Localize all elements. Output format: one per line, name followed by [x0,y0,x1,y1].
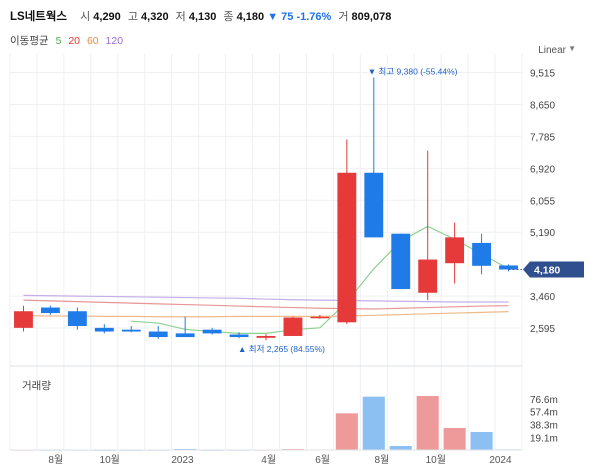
low-label: 저 [175,11,186,23]
quote-header: LS네트웍스 시 4,290 고 4,320 저 4,130 종 4,180 ▼… [10,8,391,26]
price-tick-label: 3,460 [530,292,555,303]
time-tick-label: 10월 [426,454,446,466]
low-price: 4,130 [188,11,217,23]
ma-5-label: 5 [55,35,62,47]
volume-bar [174,448,197,450]
time-tick-label: 10월 [100,454,120,466]
current-price-tag [523,261,584,278]
open-label: 시 [80,11,91,23]
ma-120-label: 120 [105,35,124,47]
candle-body [175,333,195,338]
volume-value: 809,078 [351,11,392,23]
time-tick-label: 8월 [374,454,389,466]
ma-60-label: 60 [86,35,99,47]
candle-body [229,334,249,338]
candle-body [40,307,60,314]
volume-bar [389,446,412,450]
high-annotation: ▼ 최고 9,380 (-55.44%) [368,67,458,77]
volume-tick-label: 57.4m [530,408,558,419]
scale-toggle[interactable]: Linear [538,45,566,56]
low-annotation: ▲ 최저 2,265 (84.55%) [238,344,325,354]
candle-body [310,316,330,319]
volume-label: 거 [338,11,349,23]
price-tick-label: 7,785 [530,132,555,143]
moving-average-legend[interactable]: 이동평균 5 20 60 120 [10,33,123,48]
candle-body [337,172,357,323]
time-tick-label: 2023 [171,455,194,466]
time-tick-label: 4월 [261,454,276,466]
candle-body [202,329,222,334]
candle-body [472,242,492,266]
time-tick-label: 8월 [48,454,63,466]
close-price: 4,180 [236,11,265,23]
high-price: 4,320 [141,11,169,23]
candle-body [256,335,276,338]
price-tick-label: 2,595 [530,324,555,335]
price-tick-label: 6,055 [530,196,555,207]
chevron-down-icon[interactable]: ▼ [568,44,576,53]
volume-bar [470,432,493,450]
candle-body [283,317,303,336]
price-tick-label: 5,190 [530,228,555,239]
price-tick-label: 8,650 [530,100,555,111]
price-tick-label: 6,920 [530,164,555,175]
stock-name: LS네트웍스 [10,11,68,23]
volume-title: 거래량 [22,380,51,392]
candle-body [94,327,114,332]
candle-body [418,259,438,293]
time-tick-label: 2024 [489,455,512,466]
ma120-line [23,294,509,303]
candle-body [364,172,384,238]
ma5-line [131,225,509,334]
current-price-label: 4,180 [534,265,560,277]
volume-tick-label: 76.6m [530,395,558,406]
candle-body [14,311,33,328]
ma-legend-label: 이동평균 [10,35,49,47]
volume-bar [443,428,466,450]
volume-tick-label: 38.3m [530,420,558,431]
candle-body [445,237,465,264]
candle-body [499,265,518,270]
high-label: 고 [127,11,138,23]
candle-body [121,329,141,332]
volume-bar [362,396,385,450]
volume-tick-label: 19.1m [530,433,558,444]
open-price: 4,290 [93,11,121,23]
ma20-line [23,299,509,310]
close-label: 종 [223,11,234,23]
candle-body [391,233,411,290]
price-change: ▼ 75 -1.76% [267,11,332,23]
volume-bar [416,396,439,450]
candle-body [148,331,168,338]
time-tick-label: 6월 [315,454,330,466]
ma60-line [23,311,509,318]
ma-20-label: 20 [68,35,81,47]
volume-bar [335,413,358,450]
price-tick-label: 9,515 [530,69,555,80]
candle-body [67,311,87,326]
